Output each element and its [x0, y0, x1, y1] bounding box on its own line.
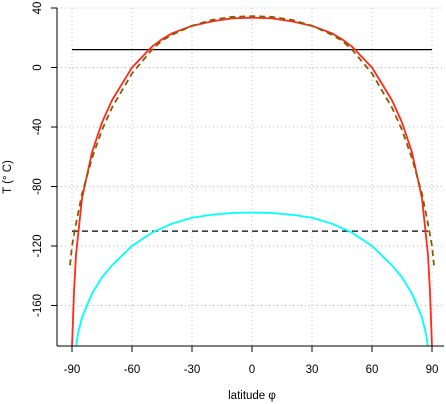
- y-tick-label-5: -160: [32, 294, 44, 317]
- x-tick-label-0: -90: [64, 364, 81, 376]
- x-tick-label-4: 30: [306, 364, 319, 376]
- x-axis: -90 -60 -30 0 30 60 90: [64, 346, 439, 376]
- x-axis-title: latitude φ: [228, 390, 276, 402]
- y-tick-label-0: 40: [32, 2, 44, 15]
- x-tick-label-6: 90: [426, 364, 439, 376]
- x-tick-label-3: 0: [249, 364, 255, 376]
- y-tick-label-2: -40: [32, 119, 44, 136]
- series-line-4: [75, 211, 429, 346]
- y-axis: 40 0 -40 -80 -120 -160: [32, 2, 57, 317]
- x-tick-label-1: -60: [124, 364, 141, 376]
- plot-area: [69, 15, 435, 346]
- y-tick-label-1: 0: [32, 64, 44, 70]
- y-tick-label-4: -120: [32, 234, 44, 257]
- grid: [57, 7, 444, 346]
- x-tick-label-5: 60: [366, 364, 379, 376]
- x-tick-label-2: -30: [184, 364, 201, 376]
- series-line-3: [69, 15, 435, 266]
- y-axis-title: T (° C): [2, 160, 14, 194]
- series-line-2: [71, 16, 433, 346]
- y-tick-label-3: -80: [32, 178, 44, 195]
